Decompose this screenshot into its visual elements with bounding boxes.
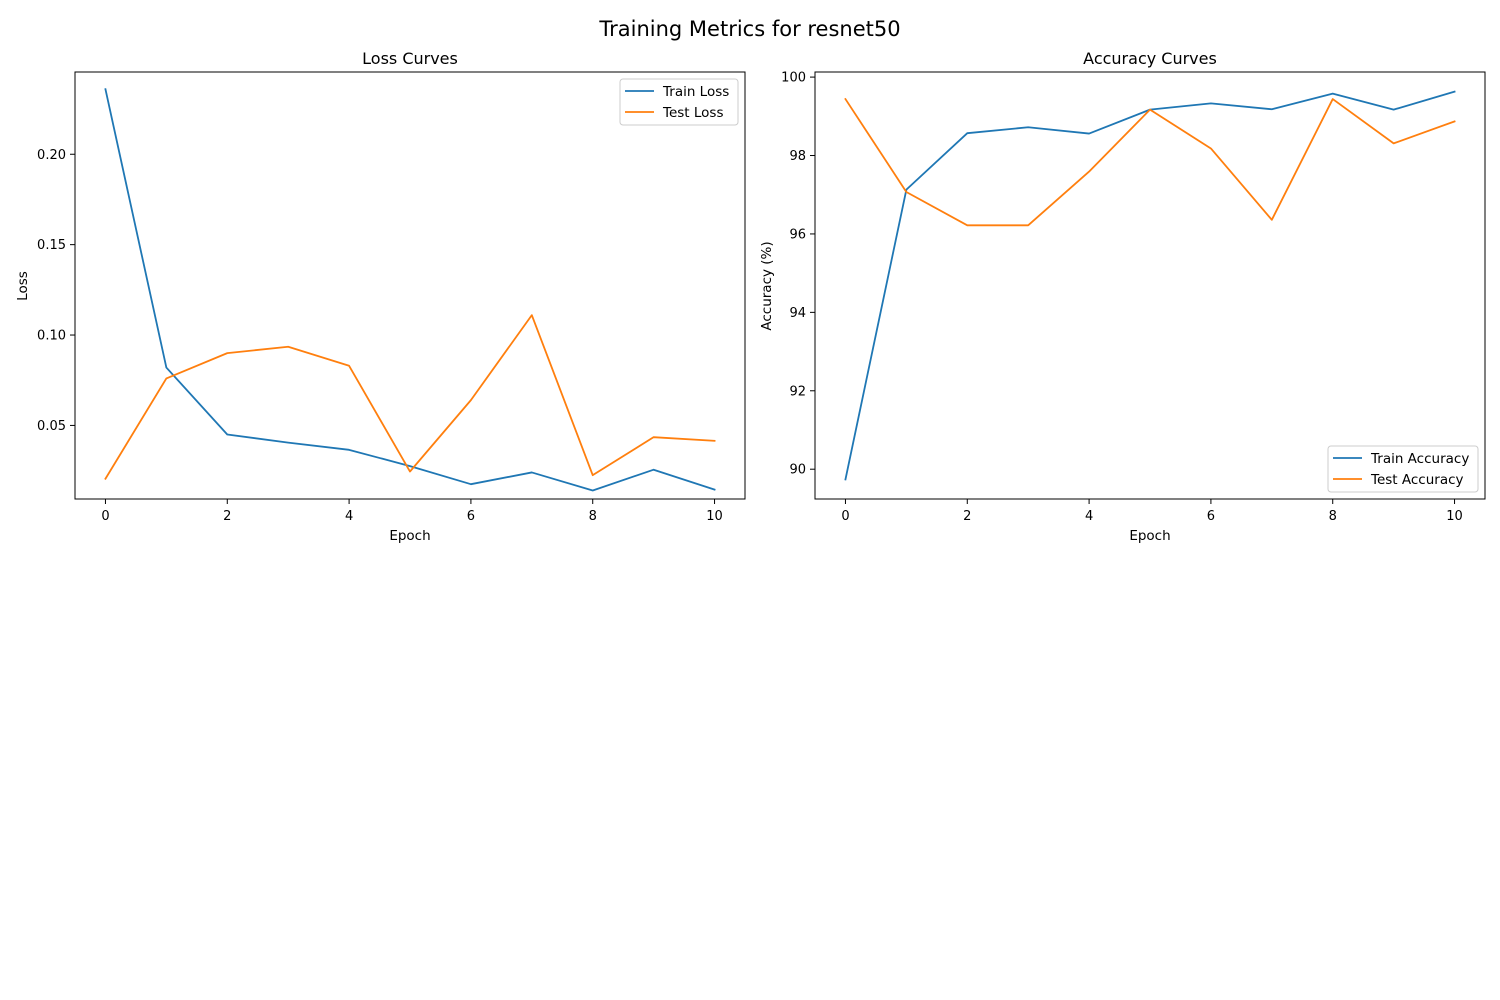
loss-legend: Train Loss Test Loss	[619, 78, 739, 126]
loss-x-tick-label: 0	[101, 509, 109, 524]
accuracy-legend-label: Train Accuracy	[1370, 451, 1469, 467]
loss-x-tick-label: 10	[706, 509, 723, 524]
loss-chart-title: Loss Curves	[362, 49, 458, 68]
accuracy-y-tick-label: 90	[789, 463, 806, 478]
accuracy-y-tick-label: 92	[789, 384, 806, 399]
loss-y-tick-label: 0.15	[37, 238, 66, 253]
loss-legend-label: Test Loss	[662, 105, 724, 121]
accuracy-chart-xlabel: Epoch	[1129, 528, 1170, 544]
accuracy-y-tick-label: 98	[789, 149, 806, 164]
accuracy-x-tick-label: 8	[1329, 509, 1337, 524]
accuracy-series-line-test	[844, 97, 1456, 227]
loss-y-tick-label: 0.05	[37, 419, 66, 434]
accuracy-chart-title: Accuracy Curves	[1083, 49, 1217, 68]
figure-title: Training Metrics for resnet50	[598, 17, 900, 41]
accuracy-x-tick-label: 4	[1085, 509, 1093, 524]
accuracy-x-tick-label: 6	[1207, 509, 1215, 524]
accuracy-legend: Train Accuracy Test Accuracy	[1327, 445, 1479, 493]
accuracy-chart-ylabel: Accuracy (%)	[759, 241, 775, 330]
loss-chart: Loss Curves Epoch Loss 0 2 4 6 8 10 0.05 0.10 0.…	[15, 49, 746, 544]
accuracy-y-tick-label: 100	[781, 71, 806, 86]
accuracy-chart: Accuracy Curves Epoch Accuracy (%) 0 2 4 6 8…	[759, 49, 1486, 544]
loss-chart-ylabel: Loss	[15, 271, 31, 301]
loss-plot-frame	[74, 71, 746, 500]
loss-x-tick-label: 8	[589, 509, 597, 524]
accuracy-x-tick-label: 10	[1446, 509, 1463, 524]
loss-legend-label: Train Loss	[662, 84, 729, 100]
loss-chart-xlabel: Epoch	[389, 528, 430, 544]
loss-x-tick-label: 2	[223, 509, 231, 524]
accuracy-legend-box	[1327, 445, 1479, 493]
loss-y-tick-label: 0.10	[37, 329, 66, 344]
loss-x-tick-label: 4	[345, 509, 353, 524]
accuracy-plot-frame	[814, 71, 1486, 500]
accuracy-x-tick-label: 2	[963, 509, 971, 524]
loss-y-tick-label: 0.20	[37, 148, 66, 163]
accuracy-legend-label: Test Accuracy	[1370, 472, 1464, 488]
accuracy-y-tick-label: 96	[789, 227, 806, 242]
accuracy-y-tick-label: 94	[789, 306, 806, 321]
loss-x-tick-label: 6	[467, 509, 475, 524]
loss-series-line-test	[104, 314, 716, 480]
loss-series-line-train	[104, 88, 716, 492]
accuracy-x-tick-label: 0	[841, 509, 849, 524]
